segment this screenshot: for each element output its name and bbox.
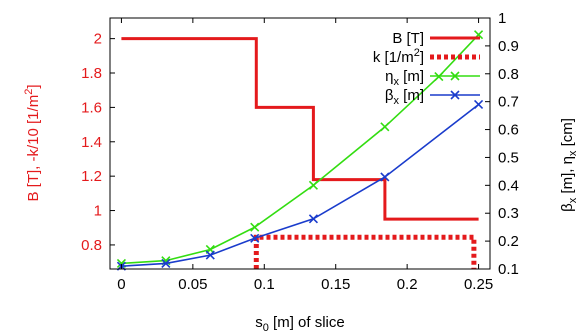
beta-x-point [474,99,484,110]
x-axis: 0 0.05 0.1 0.15 0.2 0.25 [117,18,493,293]
eta-x-point [308,180,318,190]
x-tick-label: 0.05 [178,276,207,293]
y-left-tick-label: 1.4 [81,134,102,151]
x-tick-label: 0.1 [254,276,275,293]
beta-x-point [250,233,260,243]
k-value-series-line [253,234,477,269]
y-right-tick-label: 0.9 [498,38,519,55]
legend-entry: βx [m] [385,87,480,107]
beta-x-point [205,250,215,260]
plot-series [116,30,484,271]
legend-entry: B [T] [392,30,480,47]
legend: B [T]k [1/m2] ηx [m]βx [m] [373,30,480,107]
y-axis-right: 0.1 0.2 0.3 0.4 0.5 0.6 0.7 0.8 0.9 1 [485,10,519,278]
b-field-series-line [121,37,479,221]
legend-label: B [T] [392,30,424,47]
eta-x-series-line [121,34,480,265]
x-tick-label: 0.25 [464,276,493,293]
y-axis-right-label: βx [m], ηx [cm] [559,118,579,212]
x-tick-label: 0.15 [321,276,350,293]
y-right-tick-label: 0.4 [498,177,519,194]
y-left-tick-label: 1.2 [81,168,102,185]
legend-entry: ηx [m] [385,68,480,88]
y-right-tick-label: 0.8 [498,66,519,83]
legend-label: k [1/m2] [373,47,424,66]
beta-x-point [380,172,390,182]
y-left-tick-label: 2 [94,31,102,48]
beta-x-point [308,214,318,224]
eta-x-point [380,122,390,132]
x-tick-label: 0.2 [397,276,418,293]
y-right-tick-label: 0.6 [498,122,519,139]
y-right-tick-label: 0.1 [498,261,519,278]
y-right-tick-label: 0.7 [498,94,519,111]
y-axis-left-label: B [T], -k/10 [1/m2] [23,85,42,202]
x-tick-label: 0 [117,276,125,293]
y-right-tick-label: 1 [498,10,506,27]
y-right-tick-label: 0.3 [498,205,519,222]
y-right-tick-label: 0.2 [498,233,519,250]
y-left-tick-label: 1.6 [81,99,102,116]
legend-label: βx [m] [385,87,424,107]
y-left-tick-label: 1 [94,203,102,220]
x-axis-label: s0 [m] of slice [255,314,344,334]
y-axis-left: 0.8 1 1.2 1.4 1.6 1.8 2 [81,31,115,254]
y-left-tick-label: 0.8 [81,237,102,254]
legend-entry: k [1/m2] [373,47,480,66]
beta-x-point [161,258,171,268]
legend-label: ηx [m] [385,68,424,88]
y-left-tick-label: 1.8 [81,65,102,82]
beta-x-series-line [121,103,480,267]
plot-frame [109,17,491,270]
y-right-tick-label: 0.5 [498,149,519,166]
eta-x-point [250,222,260,232]
